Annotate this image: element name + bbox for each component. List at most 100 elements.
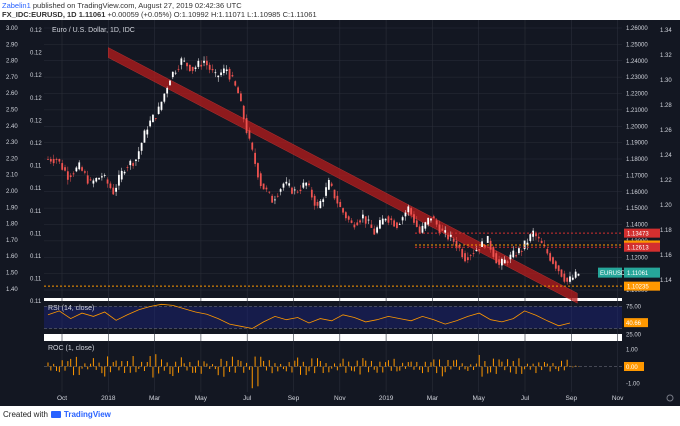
footer-prefix: Created with xyxy=(3,410,48,419)
candle-body xyxy=(242,105,245,120)
y-left-tick-label: 1.40 xyxy=(6,287,18,293)
candle-body xyxy=(55,159,58,160)
candle-body xyxy=(466,257,469,261)
y-left-tick-label: 2.70 xyxy=(6,75,18,81)
candle-body xyxy=(123,171,126,174)
candle-body xyxy=(418,226,421,233)
candle-body xyxy=(98,177,100,180)
candle-body xyxy=(205,60,208,66)
candle-body xyxy=(373,228,376,235)
candle-body xyxy=(143,130,146,143)
candle-body xyxy=(132,163,135,166)
candle-body xyxy=(285,181,288,184)
candle-body xyxy=(350,220,353,223)
candle-body xyxy=(234,81,237,86)
candle-body xyxy=(211,68,214,71)
candle-body xyxy=(413,214,415,223)
candle-body xyxy=(251,142,254,150)
candle-body xyxy=(140,142,143,151)
candle-body xyxy=(83,171,86,173)
candle-body xyxy=(319,200,322,209)
candle-body xyxy=(449,234,452,237)
author-link[interactable]: Zabelin1 xyxy=(2,1,31,10)
candle-body xyxy=(282,183,285,188)
candle-body xyxy=(569,276,571,282)
candle-body xyxy=(339,201,342,208)
candle-body xyxy=(126,167,129,168)
candle-body xyxy=(92,180,95,184)
y-far-tick-label: 1.30 xyxy=(660,78,672,84)
candle-body xyxy=(503,259,506,264)
candle-body xyxy=(112,187,115,195)
h-label: H: xyxy=(210,10,219,19)
symbol-price: 1.11061 xyxy=(78,10,106,19)
candle-body xyxy=(191,66,194,71)
candle-body xyxy=(330,183,333,186)
y-far-tick-label: 1.24 xyxy=(660,153,672,159)
candle-body xyxy=(458,244,461,249)
candle-body xyxy=(432,216,435,219)
y-left-tick-label: 3.00 xyxy=(6,26,18,32)
last-price-badge xyxy=(624,267,660,278)
tradingview-link[interactable]: TradingView xyxy=(63,410,111,419)
x-tick-label: Jul xyxy=(521,395,530,402)
settings-gear-icon[interactable] xyxy=(666,394,674,402)
candle-body xyxy=(469,255,472,257)
candle-body xyxy=(118,174,120,186)
candle-body xyxy=(58,159,61,162)
rsi-tick-label: 75.00 xyxy=(626,305,642,311)
candle-body xyxy=(89,179,92,181)
candle-body xyxy=(492,247,495,257)
roc-zero-label: 0.00 xyxy=(626,365,638,371)
y-right-tick-label: 1.17000 xyxy=(626,173,648,179)
y-far-tick-label: 1.34 xyxy=(660,28,672,34)
candle-body xyxy=(152,114,154,123)
candle-body xyxy=(554,261,557,269)
candle-body xyxy=(353,224,356,228)
candle-body xyxy=(424,222,427,229)
candle-body xyxy=(557,265,560,272)
y-left-tick-label: 2.20 xyxy=(6,156,18,162)
candle-body xyxy=(535,232,537,237)
roc-tick-label: 1.00 xyxy=(626,348,638,354)
trading-chart[interactable]: Oct 2018 Mar May Jul Sep Nov 2019 Mar May Jul Sep No… xyxy=(0,20,680,406)
x-tick-label: 2018 xyxy=(101,395,116,402)
candle-body xyxy=(86,175,89,184)
y-right-tick-label: 1.24000 xyxy=(626,59,648,65)
candle-body xyxy=(183,60,186,62)
candle-body xyxy=(444,230,447,233)
price-pane-title: Euro / U.S. Dollar, 1D, IDC xyxy=(52,27,135,34)
o-value: 1.10992 xyxy=(181,10,209,19)
candle-body xyxy=(95,177,98,182)
candle-body xyxy=(526,242,529,245)
candle-body xyxy=(49,159,52,162)
candle-body xyxy=(566,277,569,282)
y-right-tick-label: 1.26000 xyxy=(626,26,648,32)
candle-body xyxy=(69,175,72,178)
candle-body xyxy=(225,69,228,71)
candle-body xyxy=(257,163,259,178)
candle-body xyxy=(194,67,197,69)
candle-body xyxy=(393,220,396,227)
l-label: L: xyxy=(247,10,254,19)
y-right-tick-label: 1.12000 xyxy=(626,255,648,261)
y-far-tick-label: 1.14 xyxy=(660,278,672,284)
y-left-tick-label: 1.70 xyxy=(6,238,18,244)
time-axis-area xyxy=(0,392,680,406)
y-far-tick-label: 1.22 xyxy=(660,178,672,184)
candle-body xyxy=(157,106,160,114)
candle-body xyxy=(245,118,248,133)
descending-channel xyxy=(108,47,578,304)
candle-body xyxy=(61,163,64,170)
y-right-tick-label: 1.21000 xyxy=(626,108,648,114)
y-left-tick-label: 2.90 xyxy=(6,42,18,48)
candle-body xyxy=(316,201,319,206)
candle-body xyxy=(222,68,225,74)
x-tick-label: Nov xyxy=(612,395,624,402)
x-tick-label: Jul xyxy=(243,395,252,402)
symbol-name: FX_IDC:EURUSD, 1D xyxy=(2,10,77,19)
x-tick-label: Nov xyxy=(334,395,346,402)
roc-tick-label: -1.00 xyxy=(626,382,640,388)
candle-body xyxy=(478,249,481,251)
candle-body xyxy=(495,253,498,264)
